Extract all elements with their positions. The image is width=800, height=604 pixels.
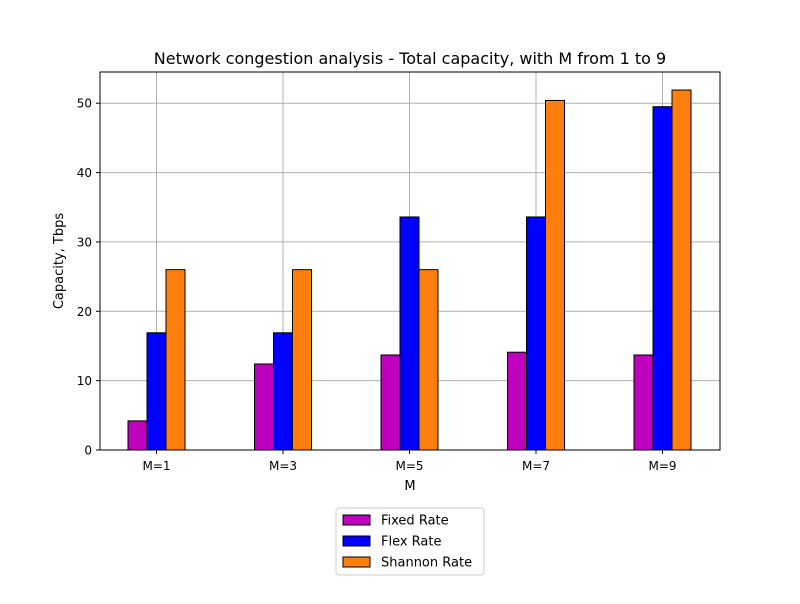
legend-label: Shannon Rate (381, 556, 472, 571)
bar-shannon-rate (418, 269, 439, 451)
legend-label: Fixed Rate (381, 514, 449, 529)
x-axis-label: M (404, 479, 415, 494)
bar-fixed-rate (127, 420, 148, 451)
y-axis-label: Capacity, Tbps (52, 213, 67, 310)
bar-fixed-rate (507, 351, 527, 451)
bar-shannon-rate (165, 269, 186, 451)
y-tick-label: 20 (77, 305, 92, 319)
bar-flex-rate (146, 332, 167, 451)
legend-label: Flex Rate (381, 535, 442, 550)
legend-frame (335, 507, 485, 576)
x-axis-ticks: M=1 M=3 M=5 M=7 M=9 (142, 450, 677, 473)
x-tick-label: M=1 (142, 459, 170, 473)
x-tick-label: M=5 (395, 459, 423, 473)
legend-swatch (342, 535, 371, 547)
y-tick-label: 10 (77, 374, 92, 388)
y-tick-label: 40 (77, 166, 92, 180)
legend-swatch (342, 556, 371, 568)
bar-shannon-rate (545, 99, 565, 451)
bar-shannon-rate (292, 269, 312, 451)
bar-fixed-rate (633, 354, 654, 451)
bar-flex-rate (652, 106, 673, 451)
bar-shannon-rate (671, 89, 692, 451)
x-tick-label: M=7 (522, 459, 550, 473)
bar-flex-rate (399, 216, 420, 451)
bar-flex-rate (526, 216, 546, 451)
y-axis-ticks: 0 10 20 30 40 50 (77, 97, 100, 458)
x-tick-label: M=3 (269, 459, 297, 473)
y-tick-label: 0 (84, 444, 92, 458)
bar-flex-rate (273, 332, 293, 451)
y-tick-label: 30 (77, 235, 92, 249)
legend-swatch (342, 514, 371, 526)
chart-title: Network congestion analysis - Total capa… (154, 49, 666, 68)
legend-items: Fixed Rate Flex Rate Shannon Rate (342, 514, 472, 571)
y-tick-label: 50 (77, 97, 92, 111)
bar-fixed-rate (254, 363, 274, 451)
bar-fixed-rate (380, 354, 401, 451)
legend: Fixed Rate Flex Rate Shannon Rate (335, 507, 485, 576)
x-tick-label: M=9 (648, 459, 676, 473)
